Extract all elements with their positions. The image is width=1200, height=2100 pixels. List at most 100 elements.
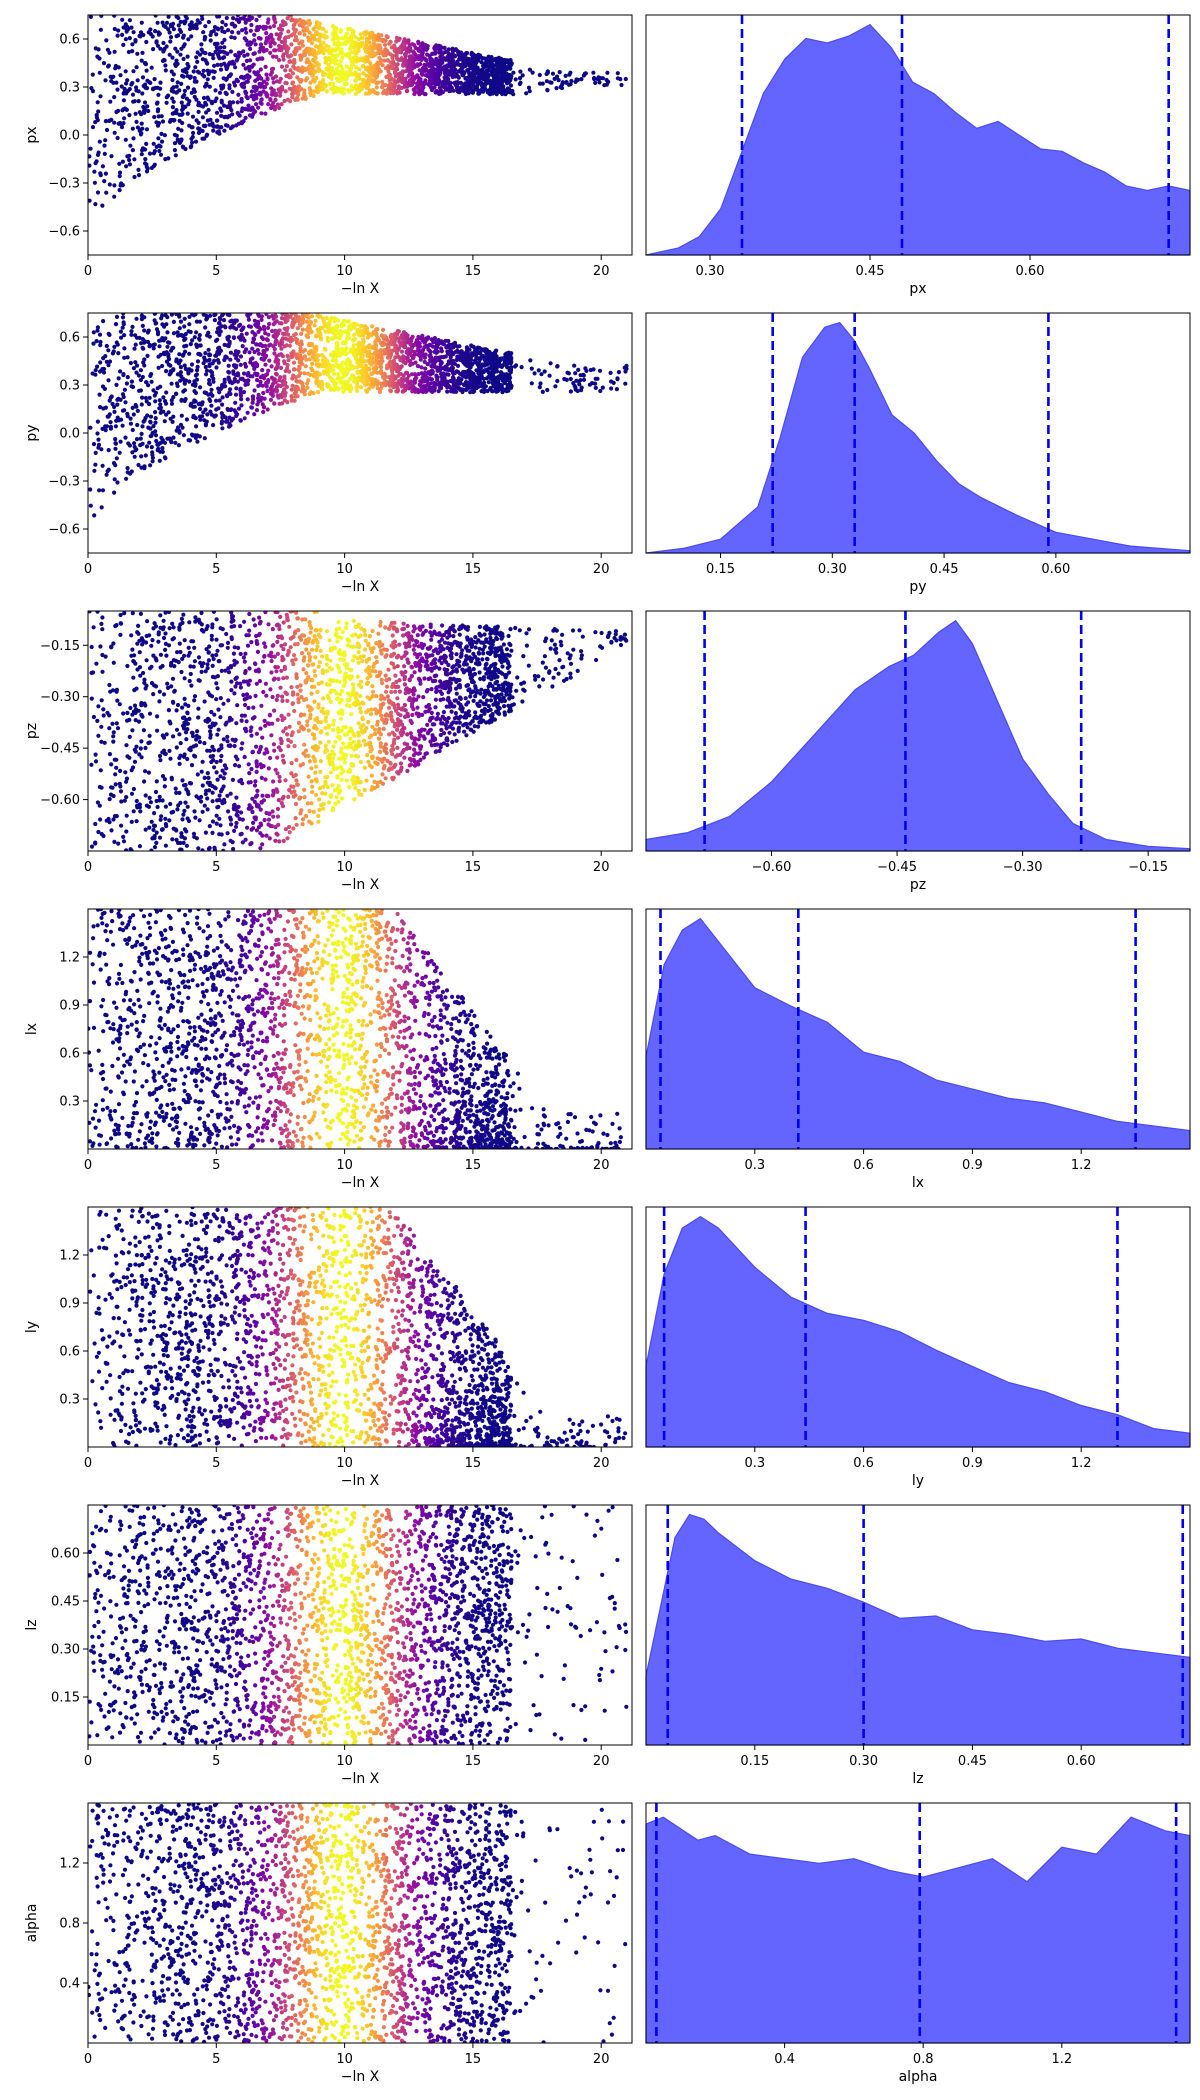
scatter-point [228,100,233,105]
scatter-point [176,23,181,28]
scatter-point [300,69,305,74]
scatter-point [361,344,366,349]
scatter-point [222,115,227,120]
scatter-point [202,34,207,40]
scatter-point [538,381,543,386]
scatter-point [154,120,159,125]
scatter-point [129,379,134,384]
scatter-point [117,170,123,175]
scatter-point [367,70,372,75]
scatter-point [344,64,349,69]
scatter-point [90,89,96,94]
scatter-point [360,373,365,378]
scatter-point [508,66,513,71]
scatter-point [396,336,401,341]
scatter-point [201,30,206,35]
scatter-point [238,354,244,359]
scatter-point [428,352,433,358]
scatter-point [365,84,370,89]
scatter-point [519,365,524,370]
scatter-point [206,72,211,77]
scatter-point [431,361,436,366]
y-tick-label: 0.6 [59,33,80,48]
scatter-point [390,370,395,375]
scatter-point [193,373,198,378]
scatter-point [325,56,330,62]
scatter-point [153,416,158,421]
scatter-point [375,379,380,384]
scatter-point [280,19,285,24]
scatter-point [381,37,386,43]
scatter-point [285,353,290,359]
scatter-point [295,326,300,331]
scatter-point [211,56,216,61]
scatter-point [123,435,128,440]
scatter-point [273,314,279,319]
scatter-point [277,343,283,348]
scatter-point [132,444,137,449]
scatter-point [122,346,127,351]
scatter-point [277,46,282,51]
scatter-point [497,68,502,73]
scatter-point [355,388,360,393]
scatter-point [196,130,202,135]
scatter-point [317,49,323,55]
scatter-point [239,397,244,402]
scatter-point [174,58,179,63]
scatter-point [440,84,445,89]
scatter-point [312,323,317,328]
scatter-point [259,81,264,86]
scatter-point [507,59,512,64]
scatter-point [383,42,388,48]
scatter-point [396,373,401,378]
scatter-point [106,63,111,68]
scatter-point [291,26,296,31]
scatter-point [320,26,325,31]
scatter-point [286,29,291,34]
scatter-point [297,41,302,46]
scatter-point [448,355,453,360]
scatter-point [309,314,314,319]
scatter-point [400,80,405,85]
scatter-point [170,419,175,424]
scatter-point [108,420,113,425]
scatter-point [283,368,288,374]
scatter-point [177,27,182,32]
scatter-point [206,19,211,25]
scatter-point [222,324,227,329]
scatter-point [170,86,175,91]
scatter-point [507,373,512,378]
scatter-point [463,87,468,92]
scatter-point [537,385,542,390]
scatter-point [140,148,145,153]
scatter-point [204,133,209,138]
scatter-point [242,371,247,376]
scatter-point [91,330,96,335]
scatter-point [134,85,139,90]
scatter-point [511,70,516,75]
scatter-point [182,42,187,47]
scatter-point [245,96,250,101]
scatter-point [254,92,259,98]
scatter-point [199,42,204,47]
scatter-point [491,77,496,82]
scatter-point [254,102,259,107]
scatter-point [425,362,430,367]
scatter-point [132,346,137,351]
scatter-point [160,119,166,124]
scatter-point [464,350,470,355]
scatter-point [348,46,353,52]
scatter-point [246,42,251,47]
scatter-point [130,126,135,131]
scatter-point [407,55,412,60]
scatter-point [107,398,112,403]
scatter-point [571,381,576,386]
scatter-point [422,384,427,389]
scatter-point [363,324,368,329]
scatter-point [265,77,270,82]
y-tick-label: 0.3 [59,81,80,96]
scatter-point [280,84,285,90]
scatter-point [326,68,331,73]
scatter-point [203,58,208,63]
scatter-point [409,372,415,377]
